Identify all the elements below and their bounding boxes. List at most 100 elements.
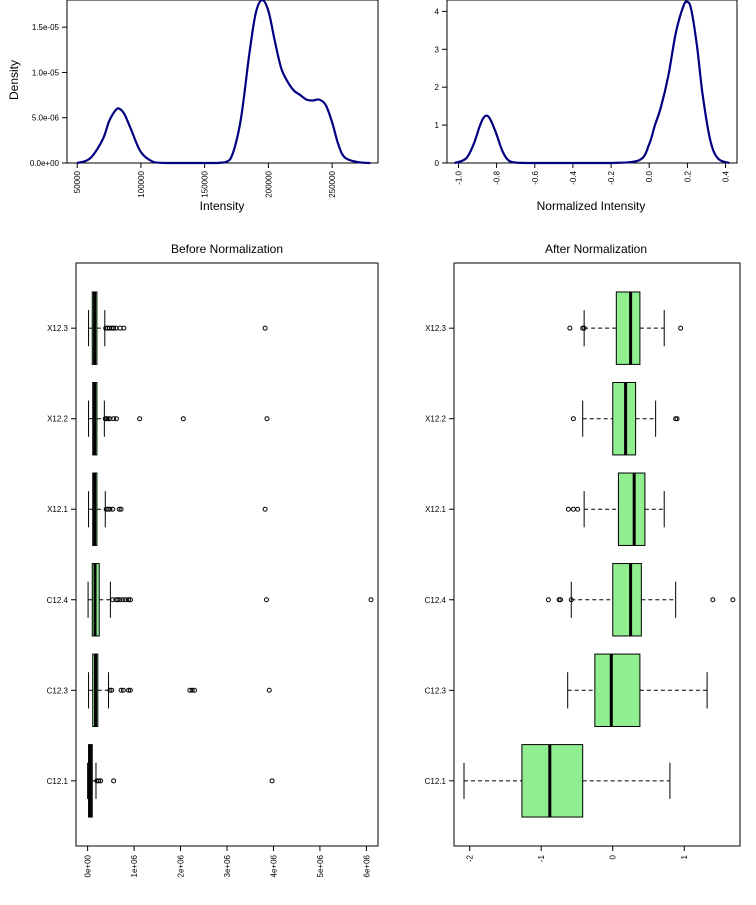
boxplot-1-outlier <box>264 416 270 422</box>
density-2-y-tick-label: 0 <box>435 159 440 168</box>
density-2-x-tick-label: 0.0 <box>645 170 654 182</box>
boxplot-1-category-label: C12.3 <box>47 686 69 695</box>
boxplot-2-category-label: C12.3 <box>425 686 447 695</box>
density-1-x-tick-label: 250000 <box>328 170 337 197</box>
boxplot-2-title: After Normalization <box>545 242 647 256</box>
boxplot-1-outlier <box>111 416 117 422</box>
boxplot-1-outlier <box>116 506 122 512</box>
density-2-x-tick-label: -1.0 <box>454 170 463 184</box>
boxplot-2-outlier <box>558 597 564 603</box>
boxplot-2-outlier <box>674 416 680 422</box>
boxplot-1-outlier <box>123 597 129 603</box>
boxplot-1-x-tick-label: 1e+06 <box>130 854 139 877</box>
boxplot-2-box <box>521 744 584 818</box>
boxplot-1-outlier <box>110 506 116 512</box>
boxplot-1-x-tick-label: 3e+06 <box>223 854 232 877</box>
density-2-y-tick-label: 4 <box>435 7 440 16</box>
boxplot-1-outlier <box>107 506 113 512</box>
boxplot-2-outlier <box>710 597 716 603</box>
boxplot-1-outlier <box>137 416 143 422</box>
boxplot-2-box <box>594 653 641 728</box>
boxplot-2-outlier <box>575 506 581 512</box>
boxplot-1-outlier <box>120 687 126 693</box>
boxplot-1-outlier <box>180 416 186 422</box>
density-1-x-tick-label: 200000 <box>264 170 273 197</box>
boxplot-1-outlier <box>117 597 123 603</box>
boxplot-1-outlier <box>118 506 124 512</box>
boxplot-1-x-tick-label: 5e+06 <box>316 854 325 877</box>
boxplot-1-outlier <box>120 597 126 603</box>
boxplot-2-outlier <box>570 416 576 422</box>
boxplot-2-x-tick-label: 1 <box>680 854 689 859</box>
density-1-curve <box>76 0 371 165</box>
boxplot-2-x-tick-label: 0 <box>609 854 618 859</box>
boxplot-2-frame <box>453 262 741 847</box>
boxplot-1-outlier <box>98 778 104 784</box>
boxplot-1-category-label: X12.2 <box>47 415 68 424</box>
boxplot-1-category-label: X12.3 <box>47 324 68 333</box>
boxplot-1-outlier <box>109 687 115 693</box>
boxplot-1-outlier <box>262 325 268 331</box>
boxplot-1-category-label: C12.1 <box>47 777 69 786</box>
density-1-x-tick-label: 50000 <box>73 170 82 193</box>
boxplot-1-outlier <box>118 687 124 693</box>
boxplot-2-outlier <box>567 325 573 331</box>
boxplot-1-outlier <box>127 687 133 693</box>
boxplot-1-outlier <box>115 597 121 603</box>
density-2-xlabel: Normalized Intensity <box>537 199 646 213</box>
density-2-y-tick-label: 1 <box>435 121 440 130</box>
density-1-x-tick-label: 150000 <box>201 170 210 197</box>
boxplot-2-outlier <box>568 597 574 603</box>
boxplot-1-outlier <box>105 416 111 422</box>
boxplot-2-category-label: X12.1 <box>425 505 446 514</box>
density-2-x-tick-label: -0.2 <box>607 170 616 184</box>
boxplot-2-x-tick-label: -2 <box>466 854 475 862</box>
boxplot-2-category-label: X12.3 <box>425 324 446 333</box>
boxplot-1-x-tick-label: 6e+06 <box>362 854 371 877</box>
density-2-x-tick-label: 0.2 <box>683 170 692 182</box>
boxplot-1-outlier <box>126 597 132 603</box>
boxplot-1-x-tick-label: 0e+00 <box>84 854 93 877</box>
density-2-x-tick-label: -0.4 <box>569 170 578 184</box>
boxplot-1-title: Before Normalization <box>171 242 283 256</box>
boxplot-1-outlier <box>96 778 102 784</box>
boxplot-2-outlier <box>545 597 551 603</box>
boxplot-1-outlier <box>368 597 374 603</box>
density-1-ylabel: Density <box>7 60 21 100</box>
boxplot-2-box <box>617 472 646 546</box>
boxplot-2-category-label: C12.4 <box>425 596 447 605</box>
density-1-x-tick-label: 100000 <box>137 170 146 197</box>
boxplot-1-outlier <box>107 687 113 693</box>
boxplot-2-x-tick-label: -1 <box>537 854 546 862</box>
density-1-y-tick-label: 0.0e+00 <box>30 159 60 168</box>
boxplot-1-outlier <box>121 325 127 331</box>
density-1-y-tick-label: 5.0e-06 <box>32 114 60 123</box>
boxplot-1-outlier <box>269 778 275 784</box>
density-1-frame <box>66 0 379 164</box>
boxplot-2-outlier <box>730 597 736 603</box>
boxplot-1-outlier <box>110 597 116 603</box>
boxplot-1-outlier <box>266 687 272 693</box>
density-1-y-tick-label: 1.5e-05 <box>32 23 60 32</box>
boxplot-1-outlier <box>105 506 111 512</box>
boxplot-1-outlier <box>187 687 193 693</box>
boxplot-2-box <box>612 563 642 637</box>
boxplot-1-outlier <box>111 778 117 784</box>
boxplot-1-outlier <box>113 416 119 422</box>
density-2-y-tick-label: 3 <box>435 45 440 54</box>
boxplot-2-category-label: C12.1 <box>425 777 447 786</box>
boxplot-1-outlier <box>111 325 117 331</box>
boxplot-2-category-label: X12.2 <box>425 415 446 424</box>
density-2-curve <box>454 0 730 165</box>
boxplot-1-outlier <box>126 687 132 693</box>
boxplot-1-outlier <box>191 687 197 693</box>
boxplot-2-outlier <box>678 325 684 331</box>
boxplot-1-category-label: X12.1 <box>47 505 68 514</box>
boxplot-1-outlier <box>262 506 268 512</box>
density-2-x-tick-label: -0.6 <box>531 170 540 184</box>
density-2-y-tick-label: 2 <box>435 83 440 92</box>
density-2-x-tick-label: -0.8 <box>493 170 502 184</box>
density-1-y-tick-label: 1.0e-05 <box>32 68 60 77</box>
